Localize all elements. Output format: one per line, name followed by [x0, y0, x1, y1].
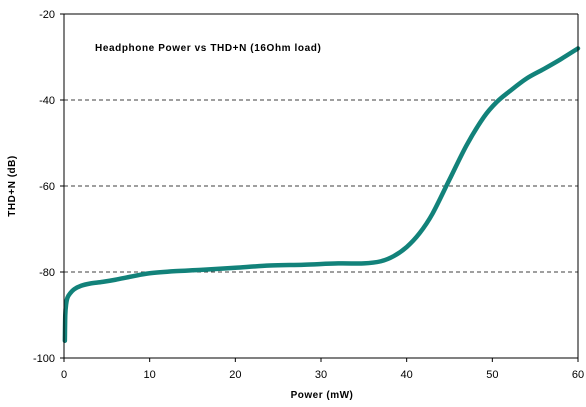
- x-tick-label: 40: [401, 369, 413, 381]
- chart-title: Headphone Power vs THD+N (16Ohm load): [95, 43, 321, 54]
- y-tick-label: -40: [39, 95, 55, 107]
- x-tick-label: 20: [229, 369, 241, 381]
- y-tick-label: -100: [33, 353, 55, 365]
- grid-lines: [64, 99, 578, 273]
- x-axis-title: Power (mW): [291, 390, 354, 401]
- x-tick-label: 50: [486, 369, 498, 381]
- data-series: [62, 46, 581, 344]
- y-tick-label: -20: [39, 9, 55, 21]
- x-tick-label: 30: [315, 369, 327, 381]
- y-tick-label: -60: [39, 181, 55, 193]
- series-line: [62, 46, 581, 344]
- y-axis-title: THD+N (dB): [7, 155, 18, 216]
- tick-labels: -100 -80 -60 -40 -20 0 10 20 30 40 50 60: [33, 9, 584, 381]
- x-tick-label: 0: [61, 369, 67, 381]
- x-tick-label: 60: [572, 369, 584, 381]
- y-tick-label: -80: [39, 267, 55, 279]
- x-tick-label: 10: [144, 369, 156, 381]
- axes: [60, 13, 579, 362]
